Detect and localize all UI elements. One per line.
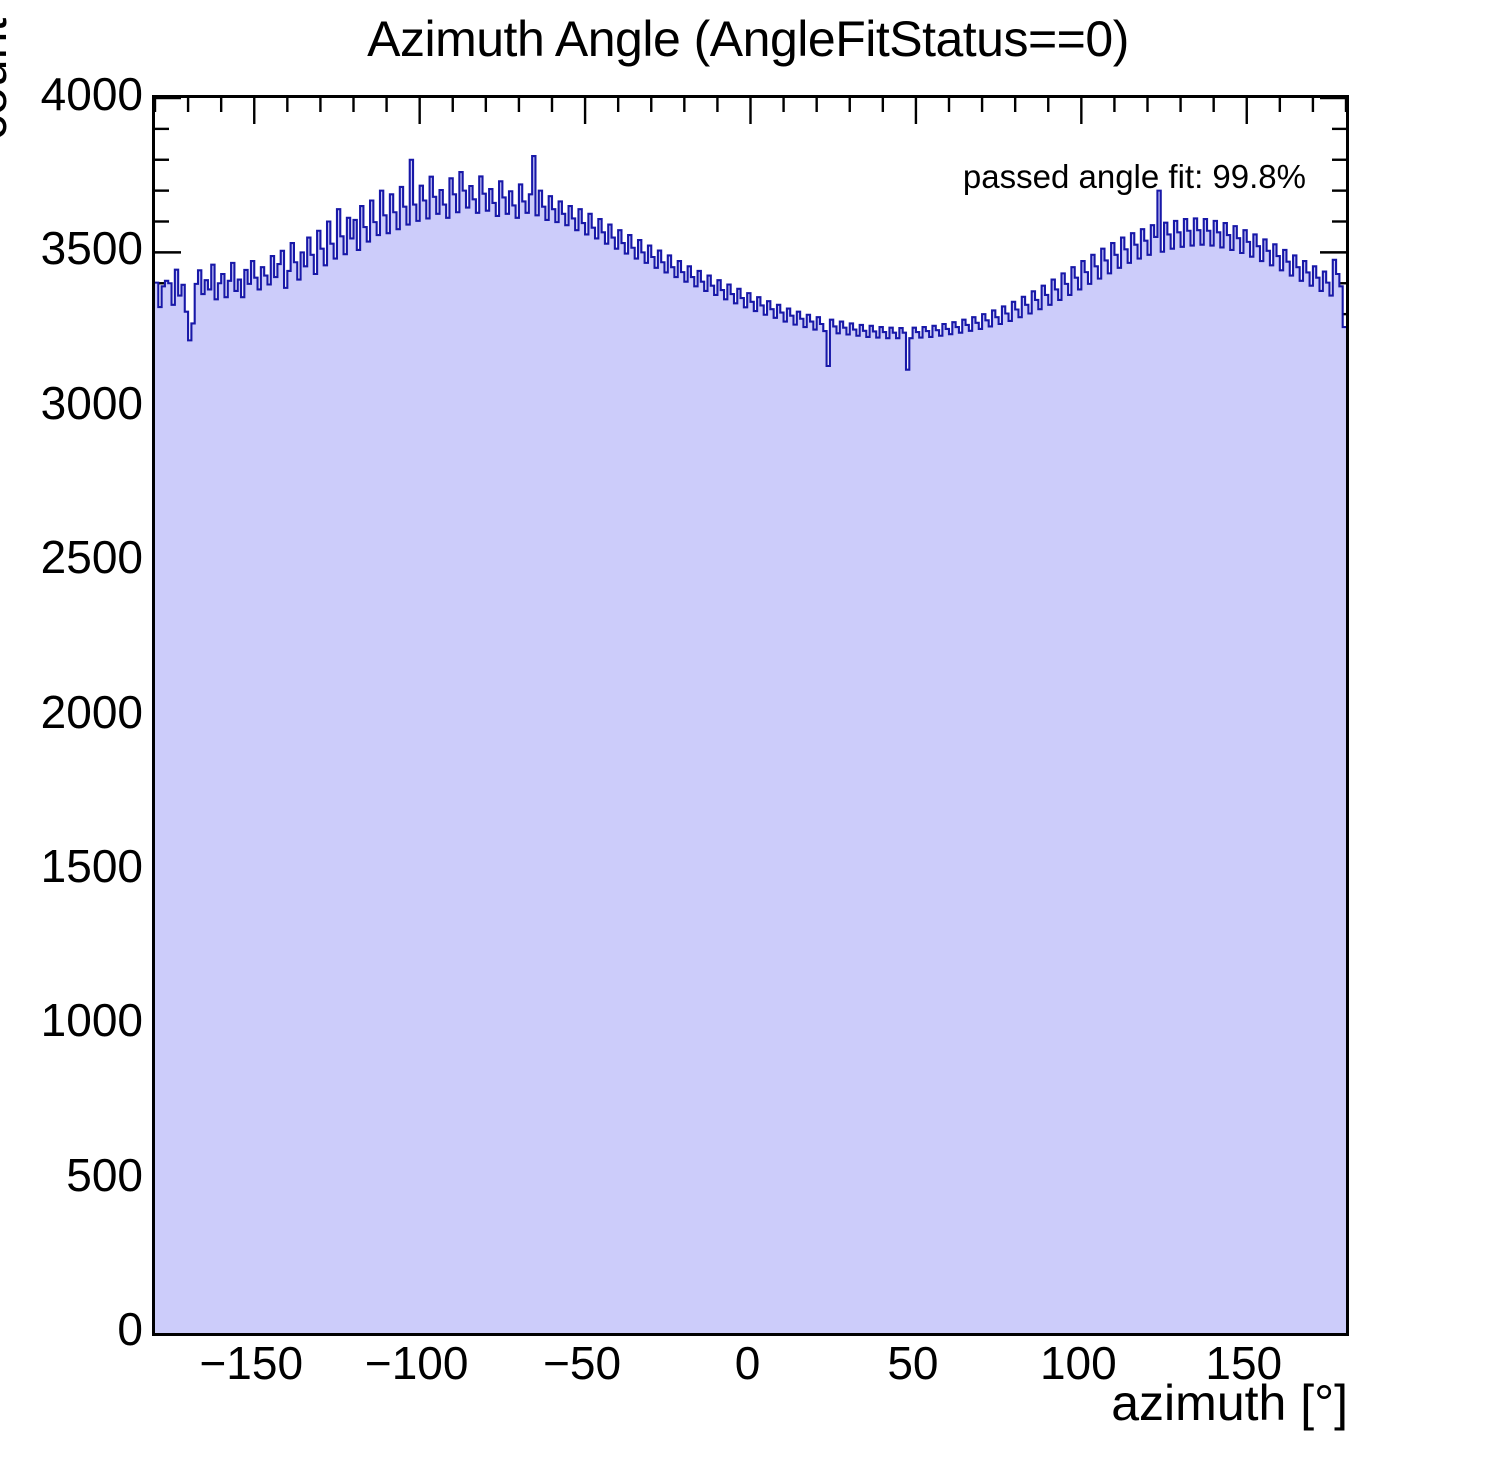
y-tick-label: 4000 <box>40 68 143 120</box>
passed-angle-fit-annotation: passed angle fit: 99.8% <box>962 158 1306 195</box>
x-axis-title: azimuth [°] <box>1111 1375 1348 1431</box>
y-tick-label: 1000 <box>40 994 143 1047</box>
y-tick-label: 3500 <box>40 222 143 275</box>
histogram-outline <box>155 155 1346 371</box>
y-tick-label: 500 <box>66 1148 143 1201</box>
y-axis-tick-labels: 0 500 1000 1500 2000 2500 3000 3500 4000 <box>0 0 143 1472</box>
y-tick-label: 0 <box>117 1303 143 1355</box>
y-tick-label: 2500 <box>40 531 143 584</box>
x-tick-label: 150 <box>1205 1337 1283 1389</box>
plot-area <box>152 95 1349 1336</box>
y-tick-label: 2000 <box>40 685 143 738</box>
chart-title: Azimuth Angle (AngleFitStatus==0) <box>367 11 1129 67</box>
x-tick-label: −150 <box>199 1337 304 1389</box>
histogram-plot <box>155 98 1346 1333</box>
x-tick-label: −50 <box>543 1337 622 1389</box>
histogram-fill <box>155 156 1346 1333</box>
x-axis-tick-labels: −150 −100 −50 0 50 100 150 <box>0 1340 1496 1400</box>
x-tick-label: 0 <box>734 1337 761 1389</box>
y-tick-label: 3000 <box>40 376 143 429</box>
x-tick-label: −100 <box>364 1337 469 1389</box>
x-tick-label: 50 <box>887 1337 939 1389</box>
x-tick-label: 100 <box>1039 1337 1117 1389</box>
y-tick-label: 1500 <box>40 839 143 892</box>
